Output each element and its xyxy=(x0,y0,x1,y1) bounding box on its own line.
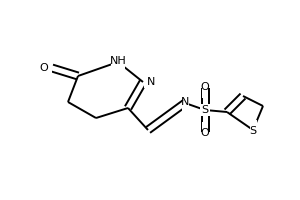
Text: N: N xyxy=(181,97,189,107)
FancyBboxPatch shape xyxy=(202,86,208,98)
FancyBboxPatch shape xyxy=(143,76,151,88)
Text: O: O xyxy=(39,63,48,73)
Text: NH: NH xyxy=(110,56,126,66)
Text: O: O xyxy=(201,128,209,138)
Text: O: O xyxy=(201,82,209,92)
FancyBboxPatch shape xyxy=(111,60,125,72)
FancyBboxPatch shape xyxy=(200,104,210,116)
FancyBboxPatch shape xyxy=(182,101,188,113)
FancyBboxPatch shape xyxy=(250,120,256,132)
Text: S: S xyxy=(201,105,208,115)
Text: S: S xyxy=(249,126,256,136)
FancyBboxPatch shape xyxy=(202,122,208,134)
Text: N: N xyxy=(147,77,155,87)
FancyBboxPatch shape xyxy=(44,62,52,74)
